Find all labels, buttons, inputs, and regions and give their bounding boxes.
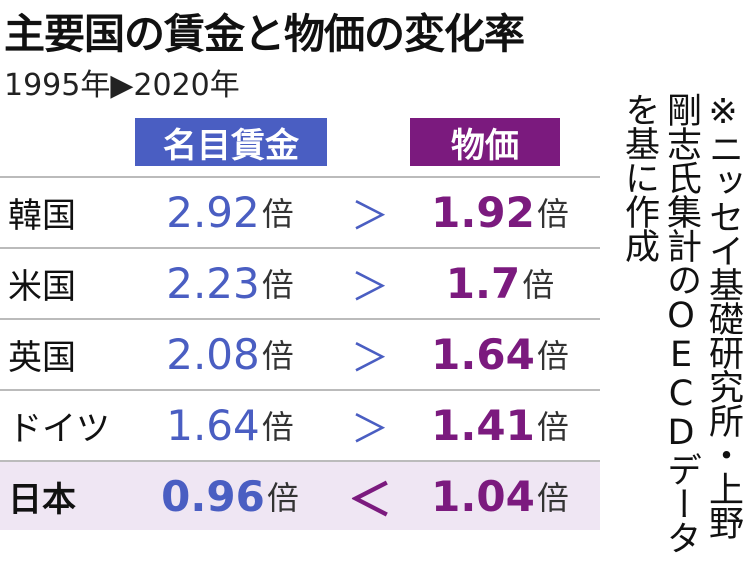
price-value: 1.92	[431, 187, 535, 237]
comparison: ＜	[348, 475, 392, 526]
price-value: 1.04	[431, 471, 535, 521]
wage-cell: 1.64 倍	[130, 391, 330, 459]
price-cell: 1.64 倍	[405, 320, 595, 388]
table-row: 韓国 2.92 倍＞ 1.92 倍	[0, 176, 600, 246]
unit: 倍	[261, 195, 294, 233]
price-value: 1.7	[445, 258, 521, 308]
wage-value: 2.23	[166, 258, 260, 308]
unit: 倍	[266, 479, 299, 517]
price-cell: 1.41 倍	[405, 391, 595, 459]
unit: 倍	[536, 479, 569, 517]
country: 韓国	[8, 195, 76, 236]
table-row: 米国 2.23 倍＞ 1.7 倍	[0, 247, 600, 317]
comparison: ＞	[350, 406, 389, 451]
country: 米国	[8, 266, 76, 307]
table-row: ドイツ 1.64 倍＞ 1.41 倍	[0, 389, 600, 459]
table-row: 日本 0.96 倍＜ 1.04 倍	[0, 460, 600, 530]
unit: 倍	[536, 408, 569, 446]
price-cell: 1.7 倍	[405, 249, 595, 317]
wage-cell: 2.08 倍	[130, 320, 330, 388]
price-cell: 1.04 倍	[405, 462, 595, 530]
wage-header: 名目賃金	[135, 118, 327, 166]
country: 日本	[8, 479, 76, 520]
unit: 倍	[536, 195, 569, 233]
unit: 倍	[522, 266, 555, 304]
unit: 倍	[536, 337, 569, 375]
price-cell: 1.92 倍	[405, 178, 595, 246]
wage-cell: 2.92 倍	[130, 178, 330, 246]
comparison: ＞	[350, 264, 389, 309]
wage-value: 2.08	[166, 329, 260, 379]
price-header: 物価	[410, 118, 560, 166]
wage-value: 1.64	[166, 400, 260, 450]
price-value: 1.64	[431, 329, 535, 379]
comparison: ＞	[350, 335, 389, 380]
unit: 倍	[261, 266, 294, 304]
subtitle: 1995年▶2020年	[4, 68, 240, 103]
unit: 倍	[261, 337, 294, 375]
source-note: ※ニッセイ基礎研究所・上野剛志氏集計のOECDデータを基に作成	[619, 92, 743, 554]
title: 主要国の賃金と物価の変化率	[4, 10, 525, 58]
country: ドイツ	[8, 408, 110, 449]
price-value: 1.41	[431, 400, 535, 450]
unit: 倍	[261, 408, 294, 446]
comparison: ＞	[350, 193, 389, 238]
wage-cell: 0.96 倍	[130, 462, 330, 530]
wage-cell: 2.23 倍	[130, 249, 330, 317]
table-row: 英国 2.08 倍＞ 1.64 倍	[0, 318, 600, 388]
country: 英国	[8, 337, 76, 378]
wage-value: 2.92	[166, 187, 260, 237]
wage-value: 0.96	[161, 471, 265, 521]
